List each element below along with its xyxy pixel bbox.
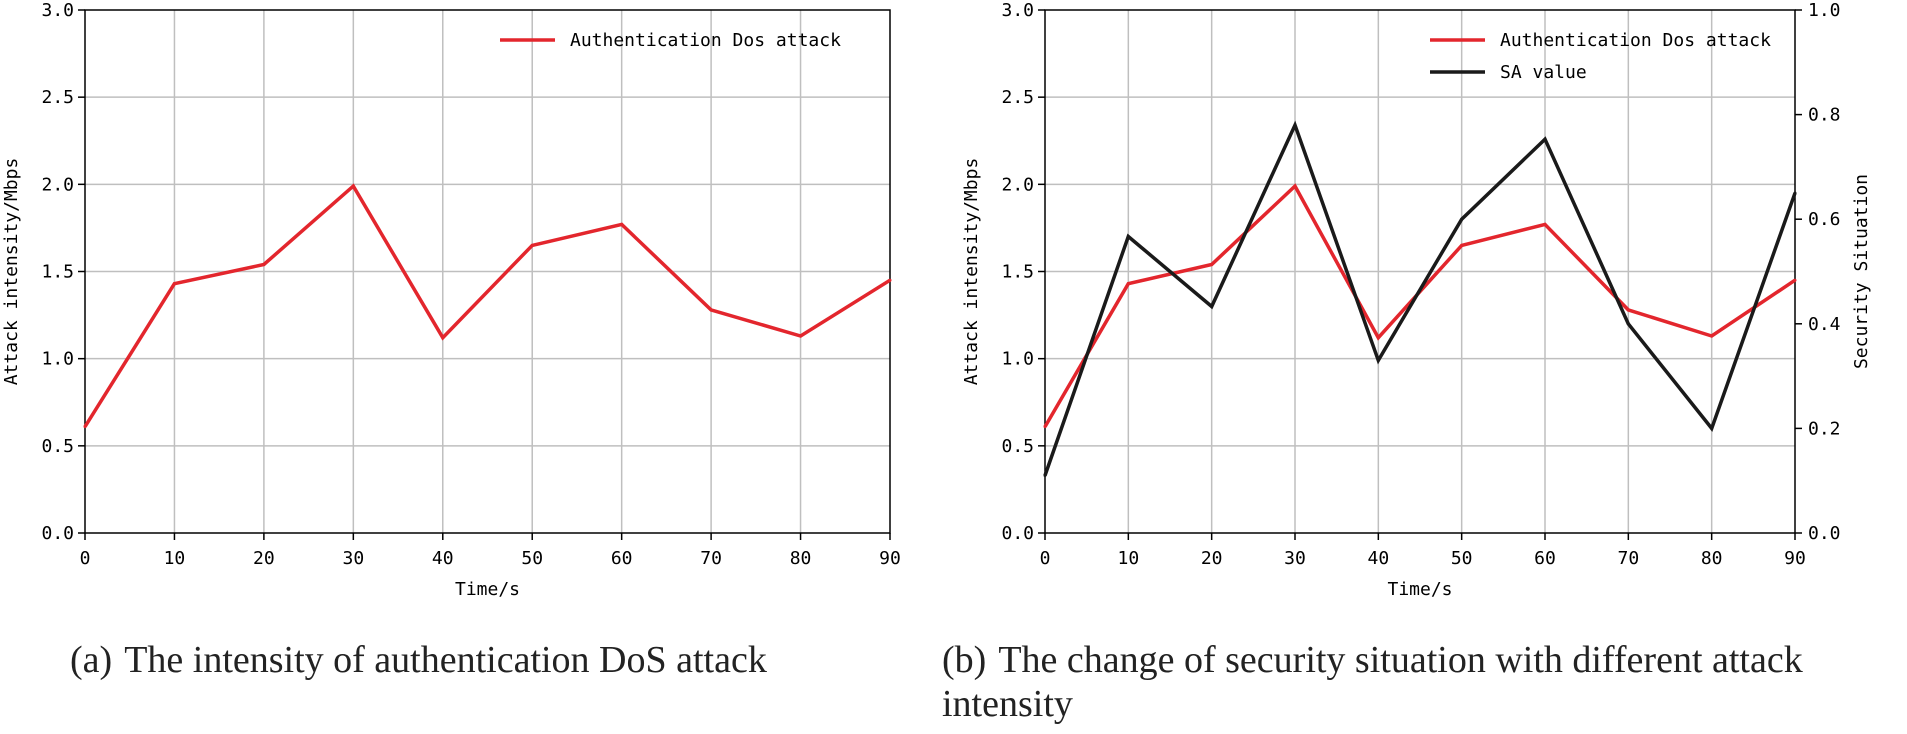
data-point-authentication-dos-attack [351, 184, 355, 188]
x-tick-label: 30 [342, 548, 364, 569]
data-point-sa-value [1710, 426, 1714, 430]
data-point-sa-value [1043, 473, 1047, 477]
x-tick-label: 0 [80, 548, 91, 569]
y-tick-label: 3.0 [1001, 0, 1034, 21]
y2-tick-label: 1.0 [1808, 0, 1841, 21]
x-tick-label: 10 [164, 548, 186, 569]
data-point-sa-value [1793, 191, 1797, 195]
y-tick-label: 0.5 [1001, 436, 1034, 457]
legend-label: SA value [1500, 62, 1587, 83]
y-tick-label: 0.0 [1001, 523, 1034, 544]
y-tick-label: 2.5 [41, 87, 74, 108]
data-point-sa-value [1293, 123, 1297, 127]
data-point-authentication-dos-attack [1460, 243, 1464, 247]
y-tick-label: 1.0 [1001, 349, 1034, 370]
y-tick-label: 2.0 [1001, 174, 1034, 195]
data-point-authentication-dos-attack [620, 222, 624, 226]
data-point-authentication-dos-attack [172, 282, 176, 286]
data-point-sa-value [1543, 137, 1547, 141]
y2-tick-label: 0.6 [1808, 209, 1841, 230]
data-point-authentication-dos-attack [1210, 263, 1214, 267]
y-tick-label: 1.5 [1001, 262, 1034, 283]
x-tick-label: 30 [1284, 548, 1306, 569]
x-tick-label: 60 [1534, 548, 1556, 569]
series-line-authentication-dos-attack [83, 183, 891, 428]
y2-tick-label: 0.4 [1808, 314, 1841, 335]
y2-tick-label: 0.2 [1808, 418, 1841, 439]
x-tick-label: 80 [790, 548, 812, 569]
caption-text: The change of security situation with di… [998, 639, 1802, 681]
y-tick-label: 1.5 [41, 262, 74, 283]
data-point-authentication-dos-attack [262, 263, 266, 267]
figure-caption: (a) The intensity of authentication DoS a… [70, 639, 767, 681]
caption-label: (b) [942, 639, 986, 681]
x-tick-label: 10 [1117, 548, 1139, 569]
data-point-authentication-dos-attack [1543, 222, 1547, 226]
x-tick-label: 80 [1701, 548, 1723, 569]
figure-caption: (b) The change of security situation with… [942, 639, 1803, 681]
y-tick-label: 3.0 [41, 0, 74, 21]
data-point-authentication-dos-attack [1293, 184, 1297, 188]
legend-label: Authentication Dos attack [570, 30, 841, 51]
data-point-sa-value [1626, 322, 1630, 326]
y-axis-label: Attack intensity/Mbps [1, 158, 22, 386]
legend-label: Authentication Dos attack [1500, 30, 1771, 51]
data-point-sa-value [1126, 234, 1130, 238]
x-tick-label: 0 [1040, 548, 1051, 569]
data-point-sa-value [1460, 217, 1464, 221]
data-point-authentication-dos-attack [1793, 278, 1797, 282]
x-tick-label: 90 [1784, 548, 1806, 569]
y-tick-label: 2.5 [1001, 87, 1034, 108]
data-point-authentication-dos-attack [1626, 308, 1630, 312]
x-axis-label: Time/s [455, 579, 520, 600]
x-tick-label: 40 [432, 548, 454, 569]
data-point-authentication-dos-attack [83, 425, 87, 429]
x-tick-label: 50 [521, 548, 543, 569]
data-point-authentication-dos-attack [1710, 334, 1714, 338]
x-tick-label: 70 [1617, 548, 1639, 569]
chart-panel-b: 0 10 20 30 40 50 60 70 80 900.00.51.01.52.02.53.0… [942, 0, 1872, 725]
data-point-authentication-dos-attack [888, 278, 892, 282]
data-point-authentication-dos-attack [530, 243, 534, 247]
y-tick-label: 2.0 [41, 174, 74, 195]
y2-tick-label: 0.0 [1808, 523, 1841, 544]
data-point-authentication-dos-attack [709, 308, 713, 312]
data-point-authentication-dos-attack [799, 334, 803, 338]
data-point-authentication-dos-attack [1376, 336, 1380, 340]
caption-text: The intensity of authentication DoS atta… [124, 639, 767, 681]
data-point-sa-value [1210, 305, 1214, 309]
series-line-sa-value [1043, 120, 1797, 477]
x-tick-label: 40 [1367, 548, 1389, 569]
x-tick-label: 90 [879, 548, 901, 569]
data-point-authentication-dos-attack [441, 336, 445, 340]
chart-panel-a: 0 10 20 30 40 50 60 70 80 90 0.0 0.5 1.0 1.5 2.0 2.5 3.0… [1, 0, 901, 681]
y2-tick-label: 0.8 [1808, 105, 1841, 126]
x-tick-label: 70 [700, 548, 722, 569]
caption-label: (a) [70, 639, 112, 681]
figure-caption-line2: intensity [942, 683, 1073, 725]
data-point-authentication-dos-attack [1043, 425, 1047, 429]
y-tick-label: 0.5 [41, 436, 74, 457]
y-tick-label: 0.0 [41, 523, 74, 544]
x-tick-label: 20 [253, 548, 275, 569]
y-axis-label: Attack intensity/Mbps [961, 158, 982, 386]
y-tick-label: 1.0 [41, 349, 74, 370]
x-axis-label: Time/s [1387, 579, 1452, 600]
y2-axis-label: Security Situation [1851, 174, 1872, 369]
x-tick-label: 50 [1451, 548, 1473, 569]
data-point-authentication-dos-attack [1126, 282, 1130, 286]
x-tick-label: 20 [1201, 548, 1223, 569]
x-tick-label: 60 [611, 548, 633, 569]
data-point-sa-value [1376, 358, 1380, 362]
